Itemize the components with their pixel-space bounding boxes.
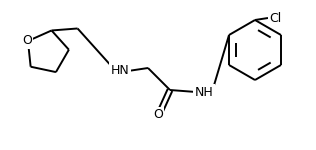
Text: O: O	[153, 108, 163, 122]
Text: HN: HN	[111, 63, 129, 76]
Text: NH: NH	[195, 85, 213, 99]
Text: Cl: Cl	[269, 12, 281, 24]
Text: O: O	[22, 34, 32, 48]
